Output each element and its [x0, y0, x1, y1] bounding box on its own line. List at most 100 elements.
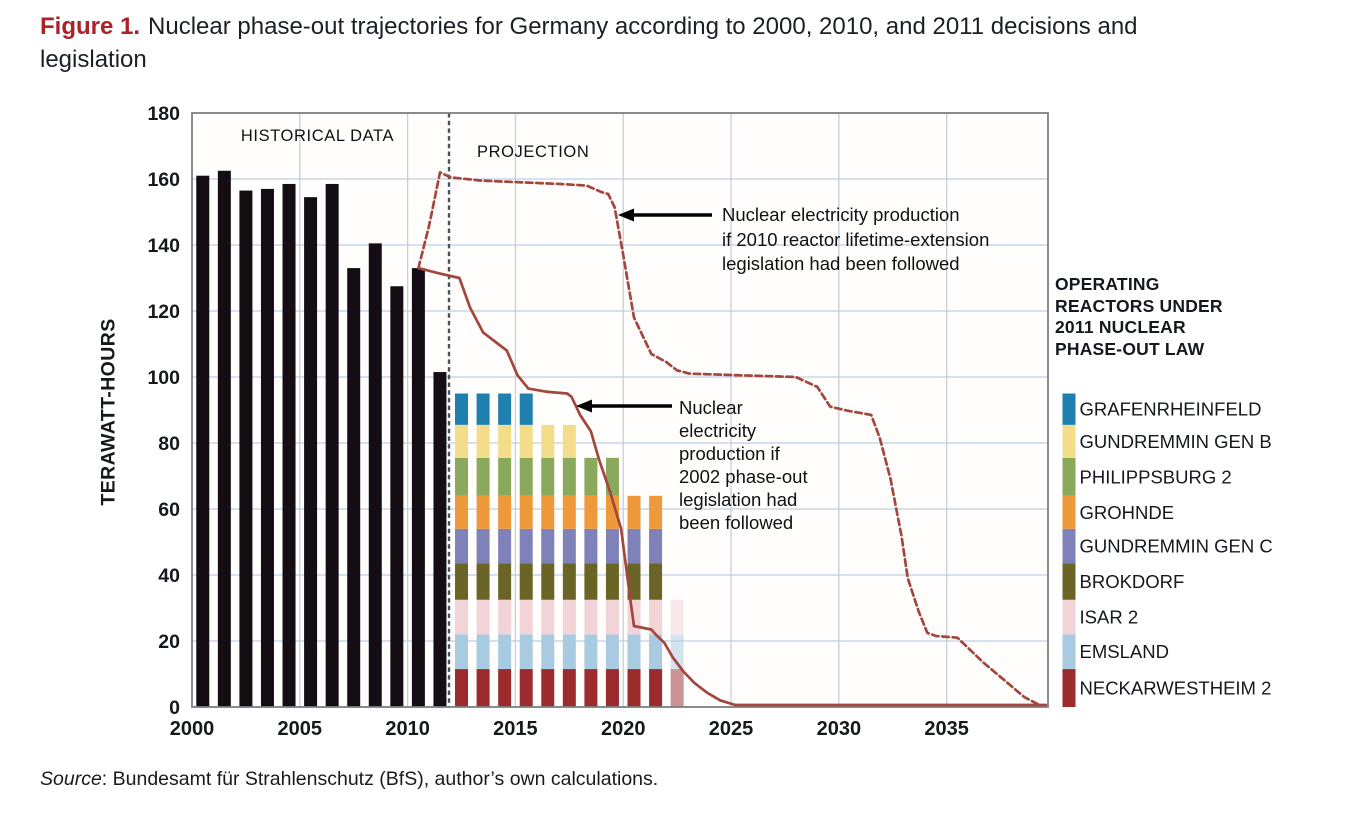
bar-2018-philippsburg-2	[584, 457, 598, 496]
legend-label-grafenrheinfeld: GRAFENRHEINFELD	[1080, 399, 1262, 420]
legend-swatch-grohnde	[1062, 495, 1076, 529]
historical-bar-2001	[217, 170, 231, 707]
historical-bar-2003	[260, 188, 274, 707]
line-lifetime-extension-2010	[417, 171, 1041, 707]
bar-2016-neckarwestheim-2	[541, 669, 555, 707]
figure-label: Figure 1.	[40, 13, 141, 40]
x-tick-label: 2020	[601, 718, 646, 740]
bar-2018-emsland	[584, 634, 598, 670]
annotation-2002-line: Nuclear	[679, 397, 743, 418]
bar-2019-gundremmin-gen-c	[605, 528, 619, 564]
bar-2021-emsland	[649, 634, 663, 670]
y-tick-label: 160	[147, 169, 180, 191]
bar-2020-grohnde	[627, 495, 641, 529]
bar-2021-isar-2	[649, 599, 663, 635]
bar-2016-grohnde	[541, 495, 555, 529]
projection-bar-2014	[498, 393, 512, 707]
bar-2017-isar-2	[562, 599, 576, 635]
bar-2019-philippsburg-2	[605, 457, 619, 496]
bar-2013-neckarwestheim-2	[476, 669, 490, 707]
y-tick-label: 80	[158, 433, 180, 455]
legend-label-gundremmin-gen-c: GUNDREMMIN GEN C	[1080, 536, 1273, 557]
y-axis-title: TERAWATT-HOURS	[97, 318, 120, 506]
bar-2012-gundremmin-gen-b	[455, 424, 469, 458]
bar-2012-grohnde	[455, 495, 469, 529]
legend-swatch-isar-2	[1062, 599, 1076, 635]
source-text: : Bundesamt für Strahlenschutz (BfS), au…	[101, 768, 659, 790]
bar-2012-brokdorf	[455, 563, 469, 600]
bar-2021-brokdorf	[649, 563, 663, 600]
legend-label-isar-2: ISAR 2	[1080, 607, 1139, 628]
bar-2014-philippsburg-2	[498, 457, 512, 496]
bar-2018-gundremmin-gen-c	[584, 528, 598, 564]
legend-title-line: REACTORS UNDER	[1055, 295, 1223, 316]
projection-bar-2013	[476, 393, 490, 707]
x-tick-label: 2025	[709, 718, 754, 740]
bar-2019-brokdorf	[605, 563, 619, 600]
bar-2017-emsland	[562, 634, 576, 670]
y-tick-label: 40	[158, 565, 180, 587]
bar-2012-grafenrheinfeld	[455, 393, 469, 425]
bar-2017-philippsburg-2	[562, 457, 576, 496]
bar-2017-neckarwestheim-2	[562, 669, 576, 707]
bar-2020-gundremmin-gen-c	[627, 528, 641, 564]
projection-bar-2018	[584, 457, 598, 707]
region-label-historical: HISTORICAL DATA	[240, 127, 395, 145]
annotation-2002-line: been followed	[679, 512, 794, 533]
bar-2013-isar-2	[476, 599, 490, 635]
bar-2015-gundremmin-gen-b	[519, 424, 533, 458]
legend-swatch-grafenrheinfeld	[1062, 393, 1076, 425]
projection-bar-2020	[627, 495, 641, 707]
historical-bar-2004	[282, 183, 296, 707]
region-label-projection: PROJECTION	[477, 143, 590, 161]
projection-bar-2022	[670, 599, 684, 707]
bar-2022-isar-2	[670, 599, 684, 635]
projection-bar-2012	[455, 393, 469, 707]
y-tick-label: 60	[158, 499, 180, 521]
x-tick-label: 2000	[170, 718, 215, 740]
bar-2013-grafenrheinfeld	[476, 393, 490, 425]
bar-2015-grohnde	[519, 495, 533, 529]
figure-title: Figure 1. Nuclear phase-out trajectories …	[40, 10, 1160, 76]
annotation-2002-phaseout: Nuclear electricity production if 2002 phas…	[679, 396, 808, 534]
legend-label-emsland: EMSLAND	[1080, 641, 1169, 662]
legend-label-philippsburg-2: PHILIPPSBURG 2	[1080, 466, 1232, 487]
annotation-2010-line: legislation had been followed	[722, 253, 960, 275]
legend-swatch-gundremmin-gen-c	[1062, 528, 1076, 564]
legend-swatch-neckarwestheim-2	[1062, 669, 1076, 707]
bar-2017-gundremmin-gen-b	[562, 424, 576, 458]
historical-bar-2010	[411, 268, 425, 707]
bar-2013-grohnde	[476, 495, 490, 529]
bar-2018-isar-2	[584, 599, 598, 635]
bar-2017-gundremmin-gen-c	[562, 528, 576, 564]
bar-2015-isar-2	[519, 599, 533, 635]
legend-swatch-brokdorf	[1062, 563, 1076, 600]
y-tick-label: 180	[147, 103, 180, 125]
bar-2012-philippsburg-2	[455, 457, 469, 496]
legend-swatch-philippsburg-2	[1062, 457, 1076, 496]
bar-2015-gundremmin-gen-c	[519, 528, 533, 564]
y-tick-label: 20	[158, 631, 180, 653]
legend-label-brokdorf: BROKDORF	[1080, 571, 1185, 592]
x-tick-label: 2030	[817, 718, 862, 740]
bar-2019-grohnde	[605, 495, 619, 529]
bar-2018-neckarwestheim-2	[584, 669, 598, 707]
projection-bar-2021	[649, 495, 663, 707]
bar-2020-brokdorf	[627, 563, 641, 600]
historical-bar-2011	[433, 372, 447, 707]
bar-2015-grafenrheinfeld	[519, 393, 533, 425]
bar-2016-isar-2	[541, 599, 555, 635]
bar-2016-philippsburg-2	[541, 457, 555, 496]
bar-2014-brokdorf	[498, 563, 512, 600]
x-tick-label: 2035	[924, 718, 969, 740]
source-prefix: Source	[40, 768, 102, 790]
legend-title-line: 2011 NUCLEAR	[1055, 317, 1186, 337]
bar-2018-grohnde	[584, 495, 598, 529]
bar-2017-brokdorf	[562, 563, 576, 600]
projection-bar-2019	[605, 457, 619, 707]
historical-bar-2009	[390, 286, 404, 707]
annotation-2010-extension: Nuclear electricity production if 2010 re…	[722, 203, 989, 277]
bar-2018-brokdorf	[584, 563, 598, 600]
projection-bar-2017	[562, 424, 576, 707]
